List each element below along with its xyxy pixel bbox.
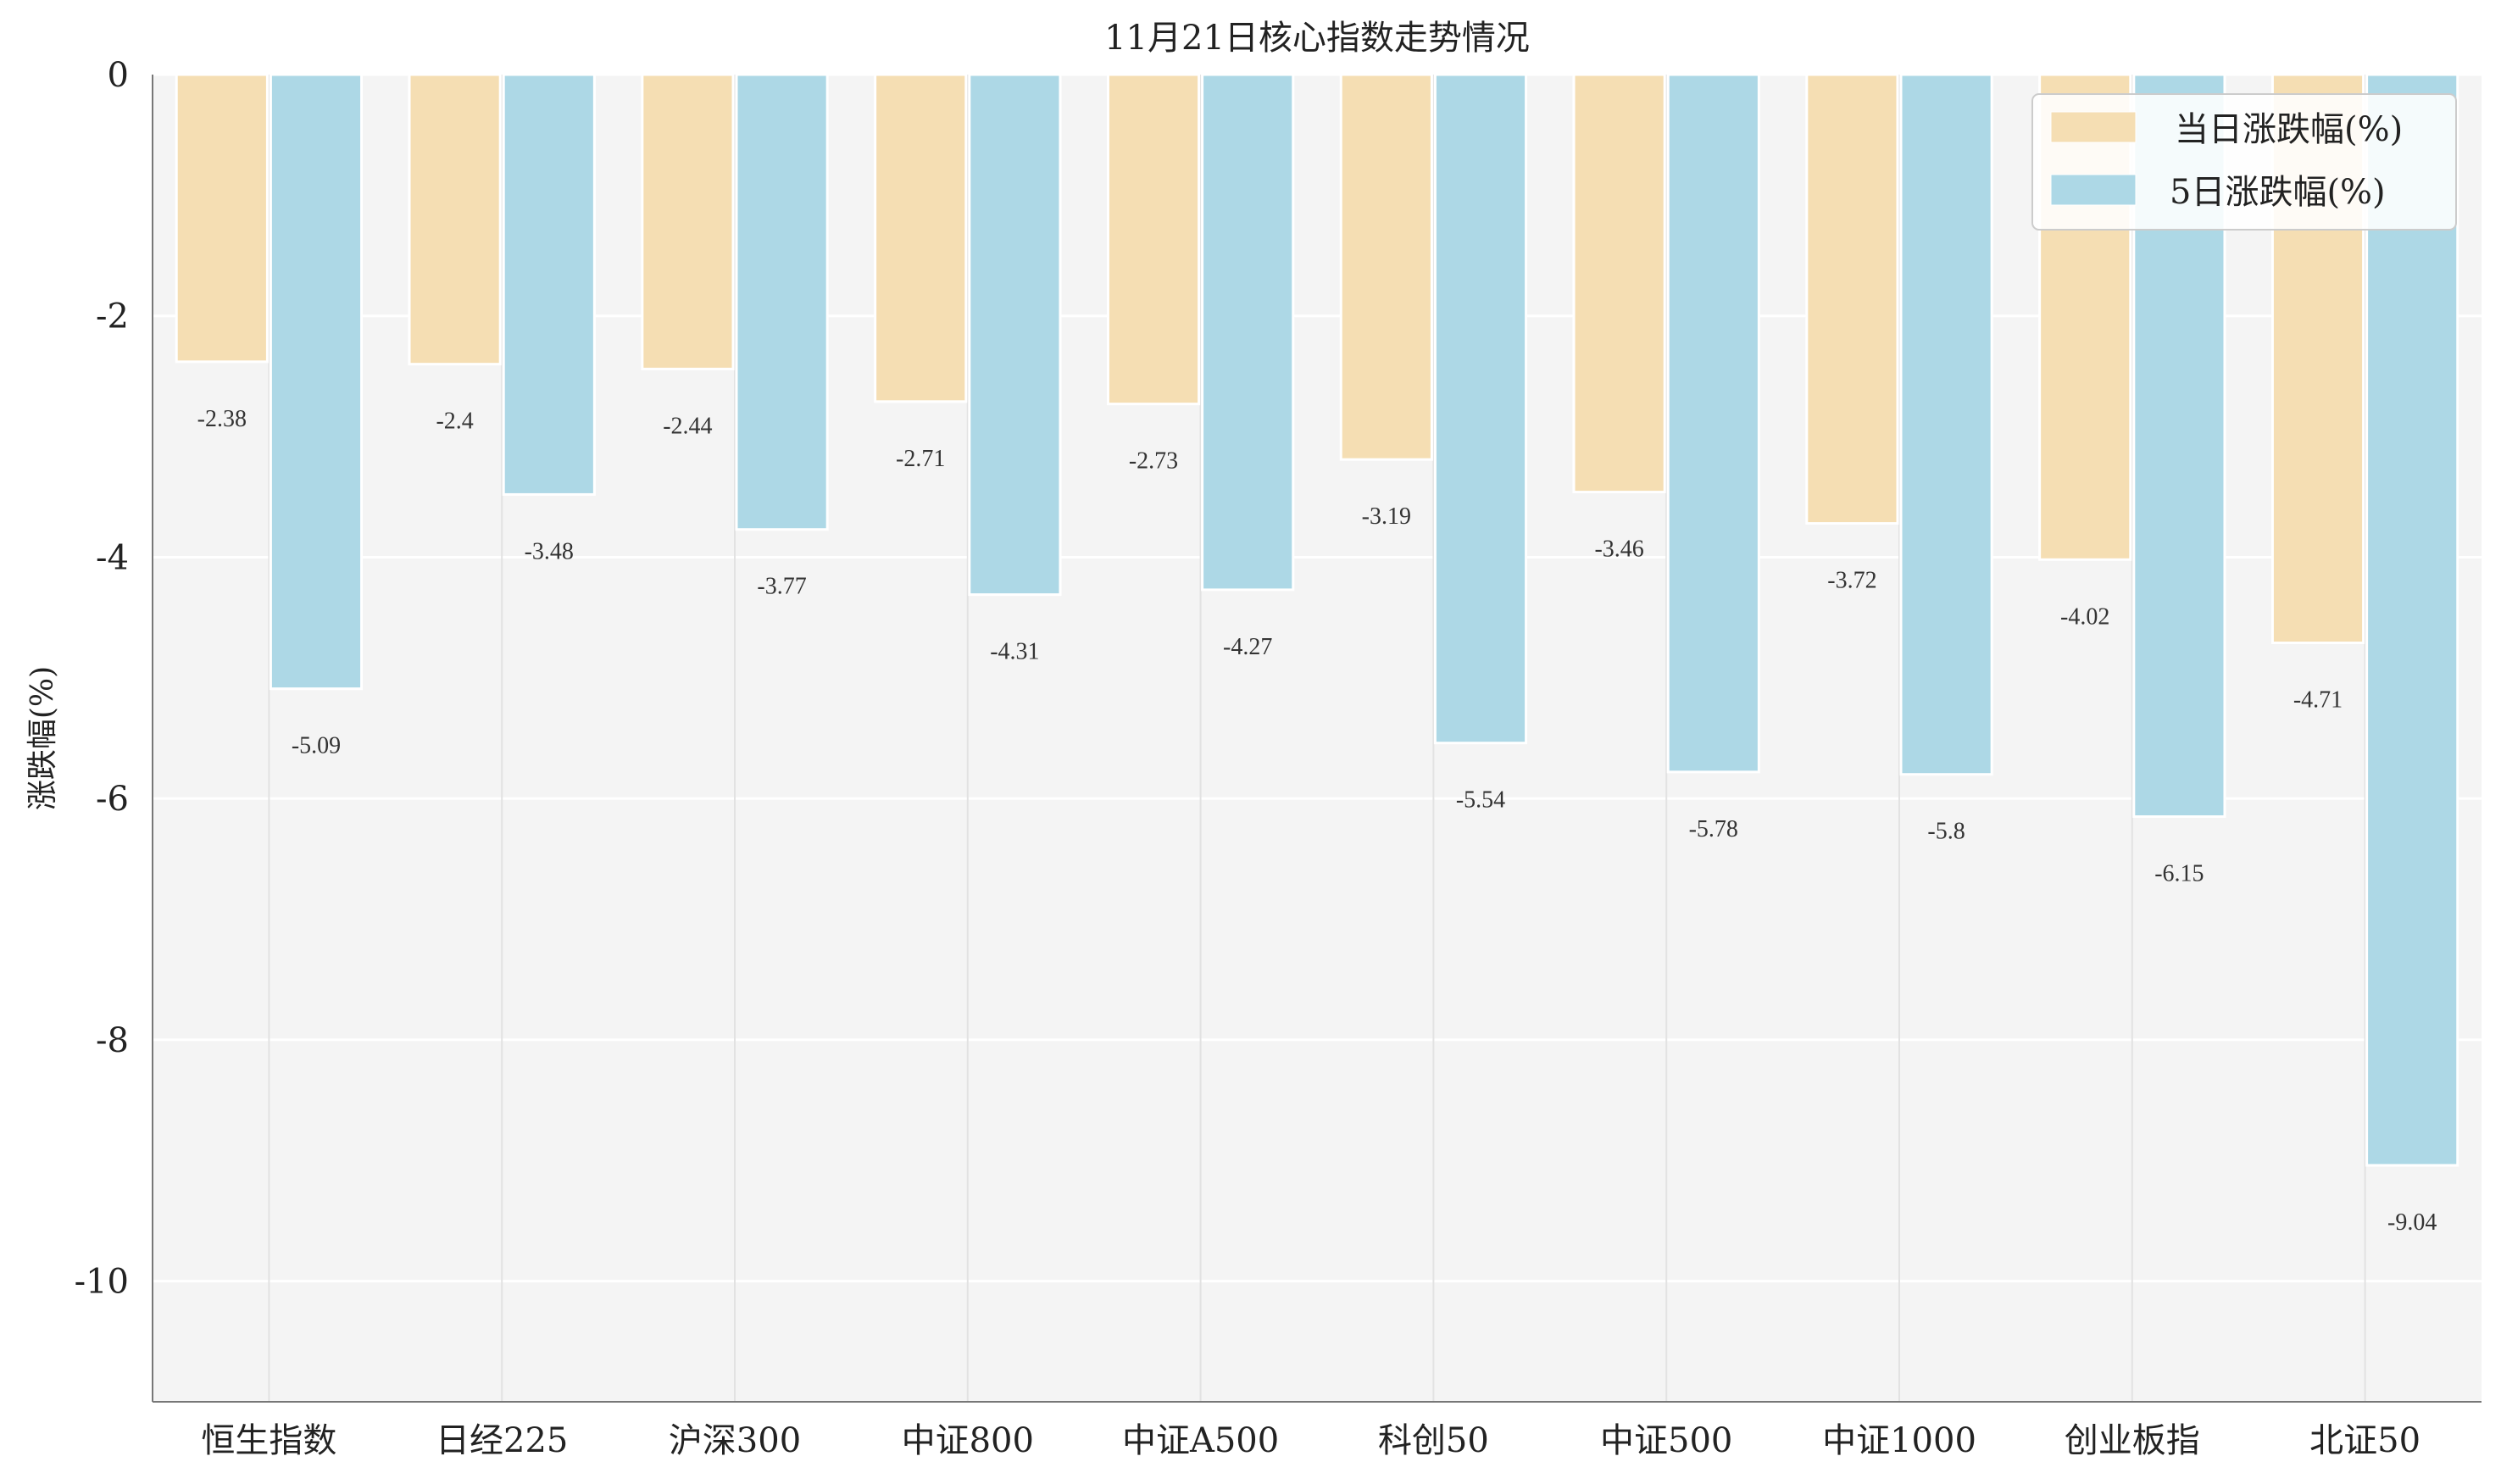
value-label: -4.31	[990, 639, 1039, 665]
value-label: -9.04	[2387, 1209, 2437, 1236]
value-label: -5.8	[1927, 819, 1965, 845]
value-label: -6.15	[2154, 861, 2204, 887]
value-label: -5.09	[292, 733, 341, 759]
legend-label-5day: 5日涨跌幅(%)	[2170, 173, 2386, 212]
x-tick-label: 中证1000	[1822, 1421, 1976, 1460]
bar-daily	[408, 73, 502, 366]
x-tick-label: 恒生指数	[201, 1421, 336, 1460]
legend-box	[2031, 93, 2457, 231]
bar-daily	[1106, 73, 1201, 406]
y-tick-label: 0	[108, 56, 129, 95]
value-labels: -2.38 -2.4 -2.44 -2.71 -2.73 -3.19 -3.46 -3.72 -…	[197, 406, 2437, 1236]
y-axis-label: 涨跌幅(%)	[25, 666, 60, 810]
x-tick-label: 中证A500	[1122, 1421, 1279, 1460]
x-ticks: 恒生指数 日经225 沪深300 中证800 中证A500 科创50 中证500 中证1000…	[201, 1421, 2420, 1460]
legend: 当日涨跌幅(%) 5日涨跌幅(%)	[2031, 93, 2457, 231]
bar-5day	[735, 73, 829, 531]
value-label: -5.78	[1689, 816, 1738, 842]
bar-5day	[1666, 73, 1760, 774]
value-label: -2.71	[896, 446, 945, 472]
x-tick-label: 科创50	[1378, 1421, 1489, 1460]
bar-5day	[502, 73, 596, 496]
value-label: -4.71	[2293, 687, 2343, 714]
value-label: -5.54	[1456, 787, 1505, 814]
bar-5day	[269, 73, 364, 691]
value-label: -3.48	[525, 538, 574, 564]
bar-daily	[175, 73, 269, 364]
x-tick-label: 中证500	[1600, 1421, 1732, 1460]
value-label: -3.72	[1827, 568, 1876, 594]
bar-daily	[1339, 73, 1433, 461]
value-label: -2.4	[436, 409, 473, 435]
bar-5day	[1899, 73, 1993, 776]
y-tick-label: -6	[96, 780, 129, 819]
gridlines	[153, 73, 2482, 1402]
x-tick-label: 日经225	[436, 1421, 568, 1460]
x-tick-label: 北证50	[2309, 1421, 2420, 1460]
value-label: -4.02	[2060, 603, 2109, 630]
x-tick-label: 中证800	[902, 1421, 1034, 1460]
x-tick-label: 沪深300	[669, 1421, 801, 1460]
axes	[152, 75, 2482, 1403]
y-tick-label: -2	[96, 297, 129, 336]
value-label: -4.27	[1223, 634, 1272, 660]
y-ticks: 0 -2 -4 -6 -8 -10	[75, 56, 129, 1302]
value-label: -3.77	[757, 574, 806, 600]
bar-daily	[1805, 73, 1899, 525]
bar-daily	[641, 73, 735, 370]
value-label: -2.44	[663, 413, 712, 439]
y-tick-label: -4	[96, 538, 129, 577]
bar-5day	[2365, 73, 2459, 1167]
bar-daily	[874, 73, 968, 403]
bar-5day	[1433, 73, 1528, 745]
bar-5day	[968, 73, 1062, 597]
value-label: -2.38	[197, 406, 247, 432]
legend-swatch-5day	[2050, 174, 2137, 206]
y-tick-label: -8	[96, 1021, 129, 1060]
bar-5day	[1201, 73, 1295, 592]
chart-title: 11月21日核心指数走势情况	[1104, 19, 1530, 58]
value-label: -2.73	[1129, 448, 1178, 475]
x-tick-label: 创业板指	[2065, 1421, 2200, 1460]
legend-swatch-daily	[2050, 111, 2137, 143]
y-tick-label: -10	[75, 1263, 129, 1302]
legend-label-daily: 当日涨跌幅(%)	[2175, 110, 2403, 149]
value-label: -3.19	[1362, 503, 1411, 530]
bar-daily	[1572, 73, 1666, 494]
value-label: -3.46	[1594, 536, 1643, 563]
